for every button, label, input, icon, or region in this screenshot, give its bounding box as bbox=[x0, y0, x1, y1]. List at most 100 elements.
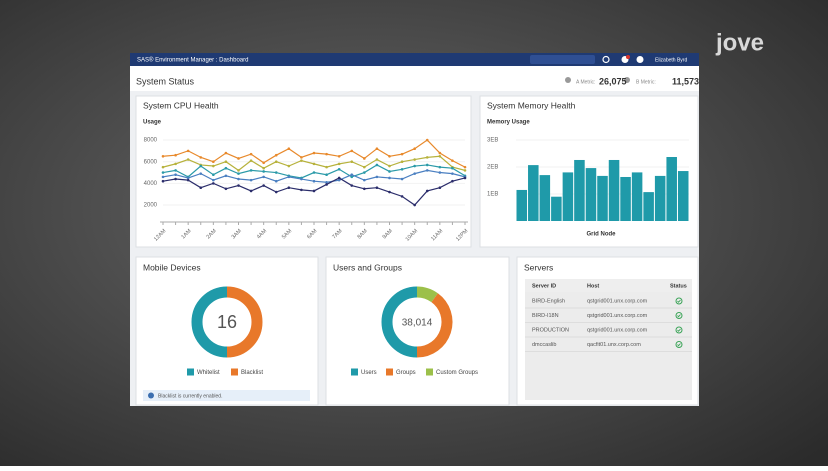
point bbox=[350, 149, 354, 153]
point bbox=[249, 159, 253, 162]
y-tick-label: 3EB bbox=[487, 138, 498, 144]
point bbox=[325, 173, 328, 176]
point bbox=[262, 166, 265, 170]
point bbox=[287, 175, 291, 179]
point bbox=[212, 182, 215, 185]
point bbox=[186, 176, 190, 180]
point bbox=[262, 184, 265, 187]
metric-value: 11,573 bbox=[672, 76, 699, 86]
point bbox=[337, 167, 341, 171]
point bbox=[224, 160, 228, 163]
panel-title: System CPU Health bbox=[143, 100, 219, 110]
point bbox=[363, 178, 366, 182]
point bbox=[425, 169, 429, 172]
point bbox=[463, 176, 467, 180]
panel bbox=[135, 256, 319, 406]
logo: jove bbox=[715, 29, 764, 56]
metric-label: B Metric: bbox=[636, 79, 656, 85]
point bbox=[312, 189, 316, 193]
point bbox=[400, 152, 404, 156]
point bbox=[249, 178, 253, 182]
search-icon[interactable] bbox=[602, 55, 610, 64]
point bbox=[413, 158, 416, 161]
user-name[interactable]: Elizabeth Byrd bbox=[655, 57, 687, 63]
status-icon bbox=[675, 341, 683, 348]
point bbox=[438, 151, 442, 155]
point bbox=[350, 160, 354, 163]
status-check bbox=[677, 328, 681, 332]
point bbox=[312, 162, 316, 166]
legend-label: Groups bbox=[396, 370, 416, 376]
donut-segment bbox=[226, 286, 263, 358]
table-cell: qstgrid001.unx.corp.com bbox=[587, 298, 648, 304]
donut-center: 16 bbox=[217, 312, 237, 332]
point bbox=[212, 160, 215, 163]
table-cell: BIRD-I18N bbox=[532, 313, 559, 319]
donut-segment bbox=[416, 293, 453, 358]
point bbox=[363, 187, 366, 191]
point bbox=[249, 189, 253, 193]
point bbox=[400, 160, 404, 163]
table-cell: BIRD-English bbox=[532, 298, 565, 304]
point bbox=[161, 175, 165, 179]
point bbox=[337, 154, 341, 158]
bar bbox=[666, 157, 677, 221]
legend-label: Blacklist bbox=[241, 370, 263, 376]
point bbox=[186, 149, 190, 153]
bar bbox=[677, 171, 689, 221]
point bbox=[237, 184, 240, 187]
info-icon bbox=[148, 392, 154, 399]
donut-segment bbox=[381, 286, 418, 358]
column-header: Status bbox=[670, 283, 687, 289]
app-title: SAS® Environment Manager : Dashboard bbox=[137, 57, 248, 64]
point bbox=[300, 159, 303, 162]
point bbox=[161, 171, 165, 174]
info-text: Blacklist is currently enabled. bbox=[158, 393, 222, 399]
point bbox=[212, 178, 215, 182]
point bbox=[425, 189, 429, 193]
point bbox=[375, 163, 379, 167]
point bbox=[224, 151, 228, 155]
bar bbox=[551, 196, 562, 221]
point bbox=[224, 174, 228, 178]
point bbox=[388, 190, 391, 194]
point bbox=[161, 165, 165, 169]
table-body bbox=[525, 292, 692, 400]
y-tick-label: 6000 bbox=[144, 159, 158, 165]
point bbox=[438, 165, 442, 169]
help-icon[interactable] bbox=[636, 56, 644, 63]
table-cell: qstgrid001.unx.corp.com bbox=[587, 313, 648, 319]
y-tick-label: 8000 bbox=[144, 138, 158, 144]
point bbox=[161, 179, 165, 183]
donut-center: 38,014 bbox=[402, 318, 433, 329]
point bbox=[212, 164, 215, 168]
point bbox=[300, 188, 303, 192]
point bbox=[174, 177, 177, 181]
status-check bbox=[677, 343, 681, 347]
point bbox=[287, 164, 291, 168]
metric-icon bbox=[565, 77, 571, 83]
table-header bbox=[525, 279, 692, 292]
point bbox=[186, 158, 190, 161]
axis-title: Memory Usage bbox=[487, 120, 530, 126]
search-box[interactable] bbox=[530, 55, 595, 64]
point bbox=[237, 169, 240, 172]
point bbox=[325, 152, 328, 156]
point bbox=[400, 167, 404, 171]
point bbox=[337, 176, 341, 180]
point bbox=[300, 156, 303, 159]
table-cell: qstgrid001.unx.corp.com bbox=[587, 327, 648, 333]
status-check bbox=[677, 314, 681, 318]
point bbox=[451, 172, 454, 175]
point bbox=[363, 165, 366, 169]
bar bbox=[528, 165, 539, 221]
point bbox=[312, 171, 316, 174]
legend-swatch bbox=[231, 368, 238, 376]
point bbox=[425, 163, 429, 167]
point bbox=[425, 138, 429, 142]
point bbox=[375, 186, 379, 189]
column-header: Host bbox=[587, 283, 599, 289]
legend-label: Whitelist bbox=[197, 370, 220, 376]
point bbox=[262, 175, 265, 179]
point bbox=[375, 158, 379, 161]
